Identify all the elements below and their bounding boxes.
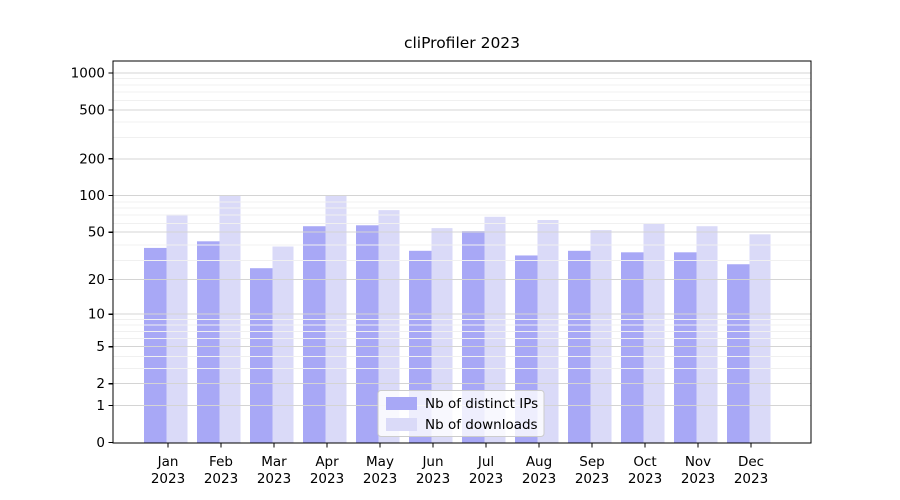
x-tick-label-year: 2023: [257, 471, 291, 487]
x-tick-label-month: Apr: [315, 454, 339, 470]
y-tick-label: 1: [96, 398, 105, 414]
bar-downloads-may: [378, 210, 400, 443]
y-tick-label: 1000: [71, 65, 105, 81]
x-tick-label-month: Aug: [526, 454, 552, 470]
x-tick-label-year: 2023: [575, 471, 609, 487]
legend-swatch-downloads: [386, 418, 417, 431]
bar-downloads-nov: [696, 226, 718, 443]
bar-downloads-sep: [590, 230, 612, 443]
bar-distinct-ips-feb: [197, 241, 220, 443]
x-tick-label-month: Mar: [261, 454, 287, 470]
legend-label-downloads: Nb of downloads: [425, 417, 538, 433]
legend-label-distinct-ips: Nb of distinct IPs: [425, 396, 538, 412]
plot-border: [112, 60, 812, 444]
x-tick-label-month: Jun: [421, 454, 443, 470]
x-tick-label-year: 2023: [310, 471, 344, 487]
y-tick-label: 100: [79, 188, 105, 204]
x-tick-label-year: 2023: [363, 471, 397, 487]
x-tick-label-month: May: [366, 454, 394, 470]
legend-box: [377, 390, 545, 437]
bar-distinct-ips-oct: [621, 252, 644, 443]
y-tick-label: 500: [79, 102, 105, 118]
x-tick-label-year: 2023: [522, 471, 556, 487]
y-tick-label: 2: [96, 376, 105, 392]
bar-downloads-jul: [484, 216, 506, 443]
y-tick-label: 200: [79, 151, 105, 167]
bar-distinct-ips-nov: [674, 252, 697, 443]
bar-downloads-oct: [643, 223, 665, 443]
x-tick-label-year: 2023: [469, 471, 503, 487]
x-tick-label-month: Feb: [209, 454, 233, 470]
y-tick-label: 50: [88, 225, 105, 241]
x-tick-label-month: Jul: [477, 454, 494, 470]
x-tick-label-month: Dec: [738, 454, 764, 470]
y-tick-label: 20: [88, 272, 105, 288]
x-tick-label-year: 2023: [416, 471, 450, 487]
y-tick-label: 0: [96, 435, 105, 451]
x-tick-label-year: 2023: [734, 471, 768, 487]
bar-distinct-ips-dec: [727, 264, 750, 443]
bar-distinct-ips-apr: [303, 226, 326, 443]
legend-swatch-distinct-ips: [386, 397, 417, 410]
x-tick-label-month: Oct: [633, 454, 656, 470]
x-tick-label-month: Sep: [579, 454, 604, 470]
bar-downloads-mar: [272, 246, 294, 443]
x-tick-label-month: Nov: [685, 454, 711, 470]
x-tick-label-month: Jan: [157, 454, 179, 470]
y-tick-label: 10: [88, 307, 105, 323]
chart-title: cliProfiler 2023: [404, 34, 520, 52]
x-tick-label-year: 2023: [628, 471, 662, 487]
bar-distinct-ips-mar: [250, 268, 273, 443]
x-tick-label-year: 2023: [204, 471, 238, 487]
bar-downloads-jun: [431, 228, 453, 443]
x-tick-label-year: 2023: [681, 471, 715, 487]
y-tick-label: 5: [96, 339, 105, 355]
bar-distinct-ips-jan: [144, 247, 167, 443]
bar-distinct-ips-may: [356, 225, 379, 443]
x-tick-label-year: 2023: [151, 471, 185, 487]
bar-downloads-jan: [166, 214, 188, 443]
